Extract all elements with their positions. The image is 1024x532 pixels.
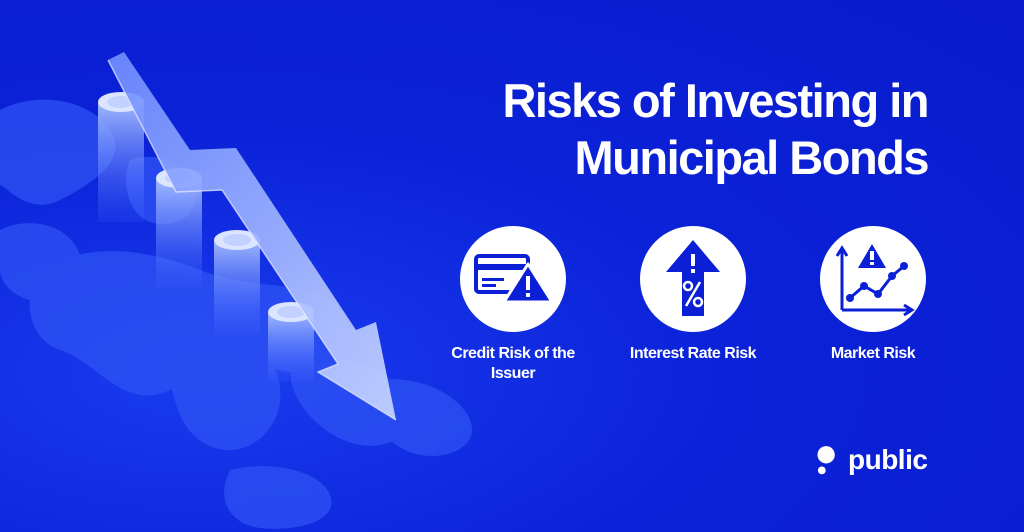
risk-icon-circle xyxy=(820,226,926,332)
risk-item-interest-rate: Interest Rate Risk xyxy=(618,226,768,364)
brand-name: public xyxy=(848,444,928,475)
page-title: Risks of Investing in Municipal Bonds xyxy=(468,72,930,186)
title-line-1: Risks of Investing in xyxy=(502,74,929,127)
public-logo-icon xyxy=(817,446,835,475)
line-chart-warning-icon xyxy=(835,244,915,317)
risk-label: Interest Rate Risk xyxy=(629,345,757,362)
risk-label: Credit Risk of the Issuer xyxy=(451,345,575,382)
percent-arrow-up-warning-icon xyxy=(666,240,720,316)
risk-item-credit: Credit Risk of the Issuer xyxy=(438,226,588,384)
risk-icon-circle xyxy=(640,226,746,332)
risk-item-market: Market Risk xyxy=(798,226,948,364)
credit-card-warning-icon xyxy=(474,254,554,304)
falling-arrow-coins-illustration xyxy=(0,52,472,529)
risk-icon-circle xyxy=(460,226,566,332)
down-trend-arrow xyxy=(107,52,397,421)
brand-logo: public xyxy=(814,440,928,480)
title-line-2: Municipal Bonds xyxy=(574,131,930,184)
risk-label: Market Risk xyxy=(830,345,916,362)
